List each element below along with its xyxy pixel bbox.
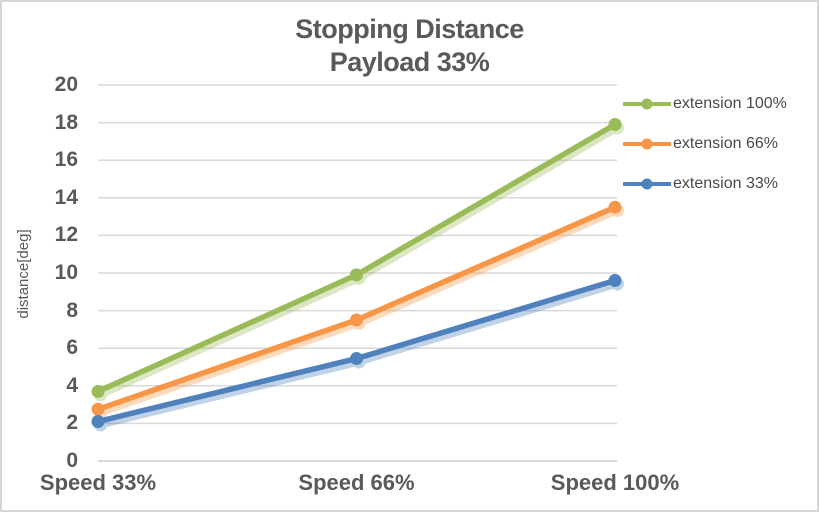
legend-item: extension 100% (623, 90, 787, 118)
y-tick-label: 2 (66, 411, 78, 435)
data-point-marker (91, 402, 105, 416)
data-point-marker (608, 274, 622, 288)
series-line (95, 277, 618, 425)
series-extension-33- (91, 274, 622, 429)
y-tick-label: 16 (54, 148, 78, 172)
legend-item: extension 33% (623, 170, 778, 198)
data-point-marker (608, 200, 622, 214)
y-tick-label: 12 (54, 223, 78, 247)
legend-label: extension 100% (673, 95, 787, 112)
data-point-marker (608, 117, 622, 131)
legend-item: extension 66% (623, 130, 778, 158)
series-extension-100- (91, 117, 622, 398)
data-point-marker (91, 384, 105, 398)
y-tick-label: 10 (54, 261, 78, 284)
legend-dot (641, 138, 653, 150)
legend-dot (641, 178, 653, 190)
legend-marker-icon (623, 98, 671, 110)
data-point-marker (91, 415, 105, 429)
data-point-marker (350, 352, 363, 366)
series-extension-66- (91, 200, 622, 416)
legend-marker-icon (623, 178, 671, 190)
y-tick-label: 0 (66, 449, 78, 472)
series-line (95, 121, 618, 395)
data-point-marker (350, 268, 363, 282)
y-tick-label: 6 (66, 336, 78, 360)
y-tick-label: 18 (54, 110, 78, 134)
y-tick-label: 4 (66, 373, 78, 397)
y-tick-label: 8 (66, 298, 78, 322)
x-category-label: Speed 33% (39, 470, 157, 495)
x-category-label: Speed 100% (550, 470, 680, 495)
legend-marker-icon (623, 138, 671, 150)
data-point-marker (350, 313, 363, 327)
chart-title-line1: Stopping Distance (295, 14, 524, 44)
chart-title-line2: Payload 33% (329, 47, 490, 77)
y-tick-label: 14 (54, 185, 78, 209)
legend-label: extension 66% (673, 135, 778, 152)
x-category-label: Speed 66% (298, 470, 415, 495)
legend-dot (641, 98, 653, 110)
chart-title: Stopping Distance Payload 33% (2, 13, 817, 79)
y-tick-label: 20 (54, 73, 78, 96)
legend-label: extension 33% (673, 175, 778, 192)
